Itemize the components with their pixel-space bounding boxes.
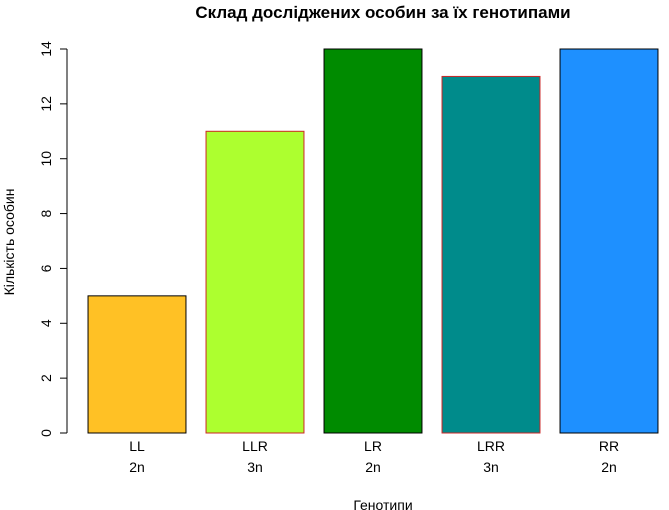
x-tick-sublabel: 2n [365,459,381,475]
y-tick-label: 8 [38,209,54,217]
bar-ll [87,295,187,434]
bar-rr [559,48,659,434]
y-tick-label: 6 [38,264,54,272]
x-tick-sublabel: 2n [129,459,145,475]
x-tick-label: LR [364,438,382,454]
y-axis: 0 2 4 6 8 10 12 14 [38,41,68,437]
bar-lr [323,48,423,434]
bar-lrr [441,75,541,434]
y-tick-label: 12 [38,96,54,112]
bars [87,48,659,434]
x-tick-sublabel: 2n [601,459,617,475]
x-tick-sublabel: 3n [247,459,263,475]
x-category-labels: LL 2n LLR 3n LR 2n LRR 3n RR 2n [129,438,619,475]
y-tick-label: 10 [38,151,54,167]
y-tick-label: 0 [38,429,54,437]
x-tick-label: LLR [242,438,268,454]
y-tick-label: 14 [38,41,54,57]
y-tick-label: 4 [38,319,54,327]
x-tick-sublabel: 3n [483,459,499,475]
x-tick-label: LL [129,438,145,454]
chart-title: Склад досліджених особин за їх генотипам… [195,3,570,22]
y-tick-label: 2 [38,374,54,382]
x-tick-label: LRR [477,438,505,454]
x-axis-label: Генотипи [353,497,412,510]
bar-llr [205,130,305,434]
y-axis-label: Кількість особин [1,189,17,296]
x-tick-label: RR [599,438,619,454]
